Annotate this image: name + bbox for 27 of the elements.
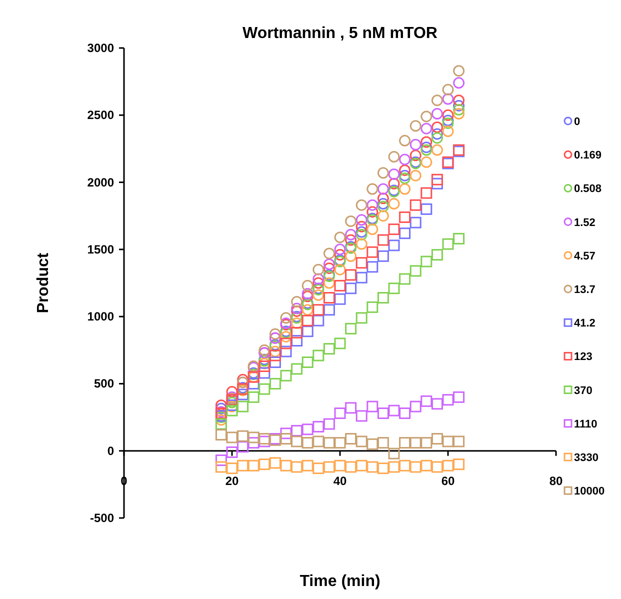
y-tick-label: 2000 (87, 175, 114, 190)
legend-label: 4.57 (574, 250, 596, 262)
legend-label: 370 (574, 384, 592, 397)
y-tick-label: 3000 (87, 41, 114, 55)
legend-label: 13.7 (574, 284, 596, 296)
x-tick-label: 20 (225, 474, 239, 488)
y-tick-label: 500 (94, 376, 114, 391)
legend-label: 1.52 (574, 216, 596, 229)
x-tick-label: 40 (333, 474, 347, 488)
y-axis-title: Product (35, 252, 52, 314)
y-tick-label: 0 (107, 444, 114, 458)
x-axis-title: Time (min) (300, 573, 380, 590)
legend-label: 1110 (574, 418, 598, 430)
legend-label: 3330 (574, 452, 598, 464)
chart-title: Wortmannin , 5 nM mTOR (242, 25, 438, 42)
x-tick-label: 80 (549, 474, 563, 488)
y-tick-label: -500 (90, 511, 114, 525)
legend-label: 0.169 (574, 150, 602, 162)
legend-label: 0.508 (574, 183, 602, 196)
legend-label: 123 (574, 351, 592, 364)
y-tick-label: 1000 (87, 310, 114, 324)
legend-label: 10000 (574, 486, 605, 498)
y-tick-label: 1500 (87, 242, 114, 256)
y-tick-label: 2500 (87, 108, 114, 122)
x-tick-label: 60 (441, 474, 455, 488)
legend-label: 0 (574, 116, 580, 128)
legend-label: 41.2 (574, 318, 596, 330)
